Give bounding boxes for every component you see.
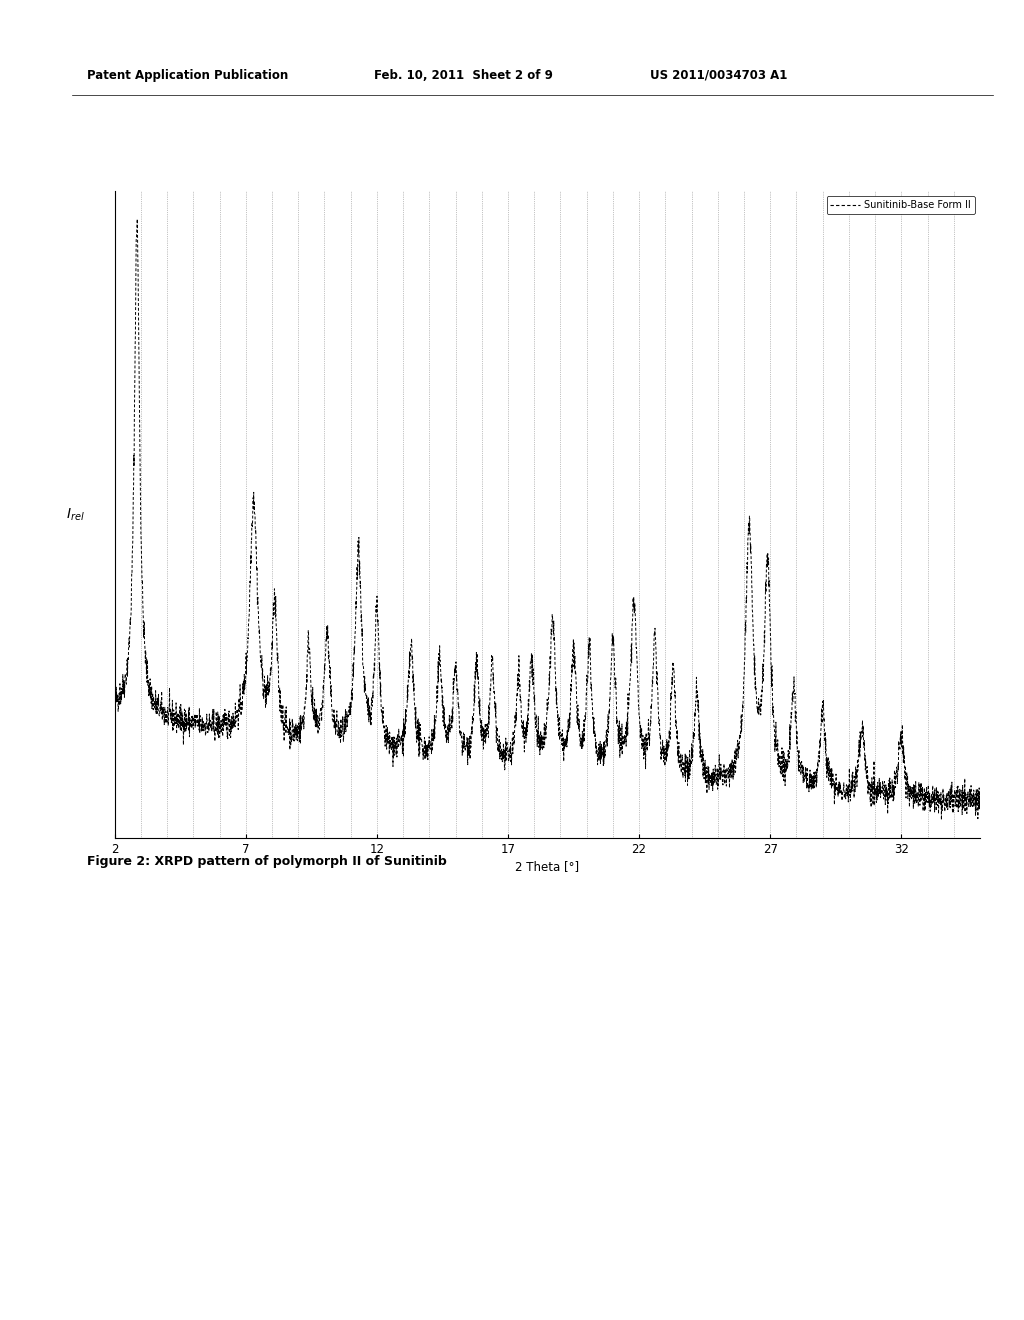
Text: Feb. 10, 2011  Sheet 2 of 9: Feb. 10, 2011 Sheet 2 of 9 [374,69,553,82]
Text: $I_{rel}$: $I_{rel}$ [67,507,85,523]
X-axis label: 2 Theta [°]: 2 Theta [°] [515,861,580,874]
Text: Figure 2: XRPD pattern of polymorph II of Sunitinib: Figure 2: XRPD pattern of polymorph II o… [87,855,446,869]
Text: Patent Application Publication: Patent Application Publication [87,69,289,82]
Legend: Sunitinib-Base Form II: Sunitinib-Base Form II [826,197,975,214]
Text: US 2011/0034703 A1: US 2011/0034703 A1 [650,69,787,82]
